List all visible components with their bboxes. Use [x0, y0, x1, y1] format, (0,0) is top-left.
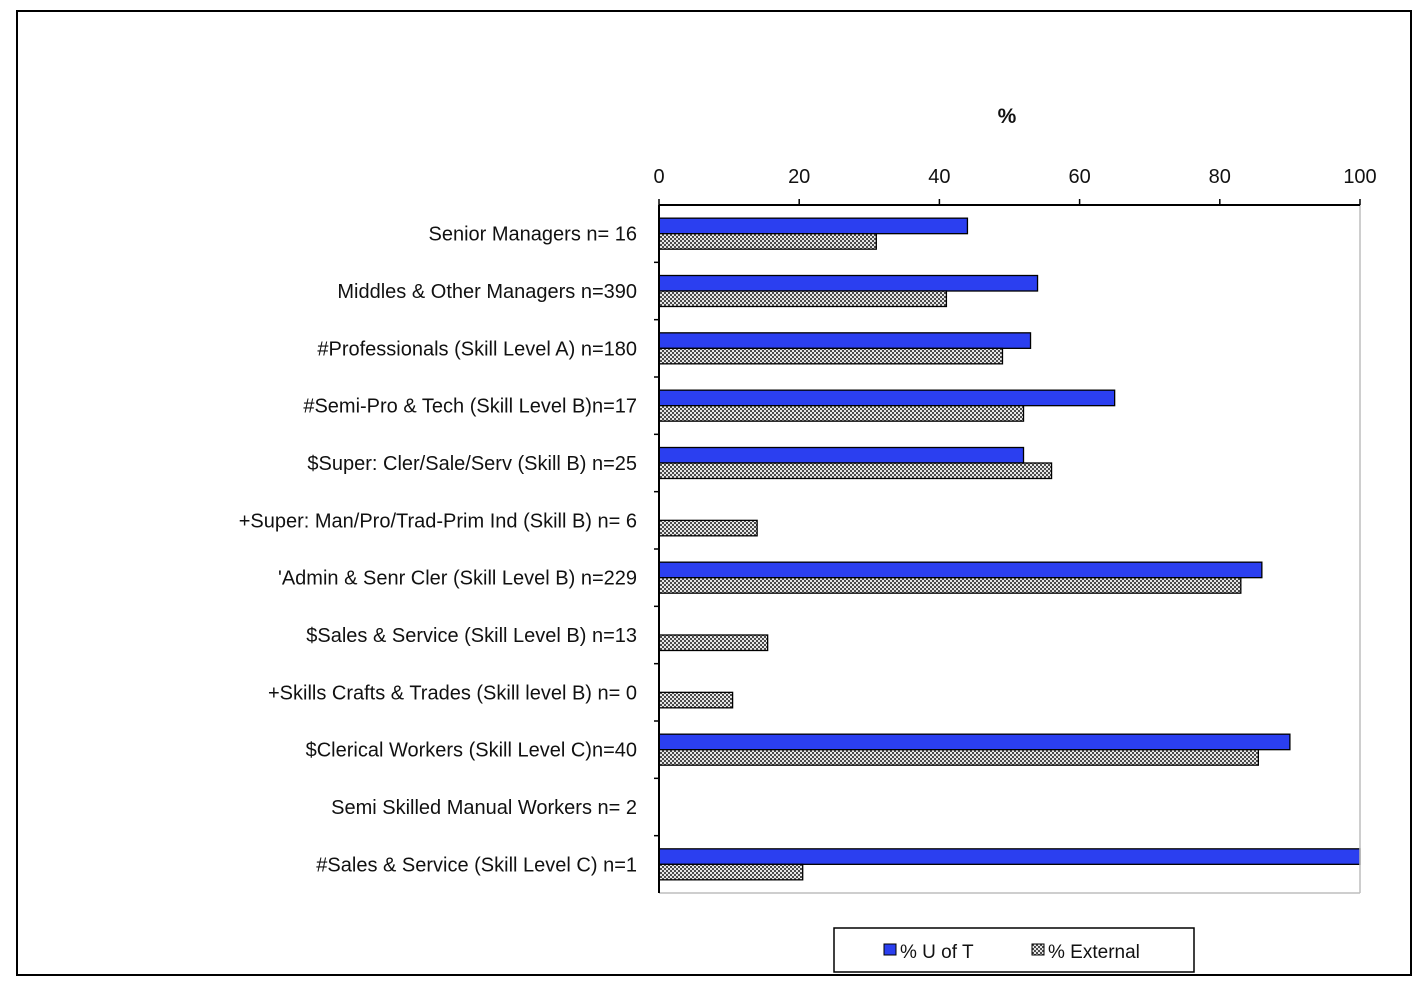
- bar-external: [658, 347, 1004, 365]
- bar-external: [658, 749, 1260, 766]
- x-tick-label: 20: [788, 166, 810, 188]
- bar-uoft: [658, 389, 1116, 407]
- axes: [658, 204, 1361, 894]
- bar-external: [658, 691, 734, 709]
- category-label: #Sales & Service (Skill Level C) n=1: [316, 854, 637, 876]
- bar-uoft: [658, 332, 1032, 349]
- legend-swatch-external: [1031, 943, 1045, 956]
- category-label: Middles & Other Managers n=390: [337, 281, 637, 303]
- category-label: $Clerical Workers (Skill Level C)n=40: [306, 740, 637, 762]
- category-label: #Professionals (Skill Level A) n=180: [317, 338, 637, 360]
- x-tick-label: 40: [928, 166, 950, 188]
- category-label: $Super: Cler/Sale/Serv (Skill B) n=25: [307, 453, 637, 475]
- bar-external: [658, 519, 758, 537]
- bar-uoft: [658, 446, 1025, 464]
- bar-external: [658, 405, 1025, 422]
- x-tick-label: 0: [653, 166, 664, 188]
- bar-external: [658, 233, 877, 250]
- bar-uoft: [658, 274, 1039, 292]
- bar-external: [658, 577, 1242, 594]
- legend-swatch-uoft: [883, 943, 897, 956]
- category-label: +Super: Man/Pro/Trad-Prim Ind (Skill B) …: [239, 510, 637, 532]
- x-tick-label: 60: [1068, 166, 1090, 188]
- bars: [658, 217, 1361, 881]
- bar-external: [658, 290, 948, 308]
- x-tick-label: 80: [1209, 166, 1231, 188]
- category-label: #Semi-Pro & Tech (Skill Level B)n=17: [303, 396, 637, 418]
- bar-external: [658, 863, 804, 881]
- category-label: Senior Managers n= 16: [429, 224, 637, 246]
- bar-uoft: [658, 733, 1291, 751]
- legend-label-uoft: % U of T: [900, 942, 974, 963]
- category-label: +Skills Crafts & Trades (Skill level B) …: [268, 682, 637, 704]
- bar-uoft: [658, 561, 1263, 579]
- x-axis-title: %: [998, 105, 1017, 128]
- category-label: Semi Skilled Manual Workers n= 2: [331, 797, 637, 819]
- chart-frame: [16, 10, 1412, 976]
- bar-uoft: [658, 848, 1361, 865]
- bar-external: [658, 462, 1053, 480]
- category-label: 'Admin & Senr Cler (Skill Level B) n=229: [278, 568, 637, 590]
- bar-uoft: [658, 217, 969, 235]
- category-label: $Sales & Service (Skill Level B) n=13: [306, 625, 637, 647]
- x-tick-label: 100: [1343, 166, 1376, 188]
- bar-external: [658, 634, 769, 652]
- legend-label-external: % External: [1048, 942, 1140, 963]
- legend: % U of T % External: [833, 927, 1195, 973]
- category-labels: Senior Managers n= 16 Middles & Other Man…: [239, 224, 637, 877]
